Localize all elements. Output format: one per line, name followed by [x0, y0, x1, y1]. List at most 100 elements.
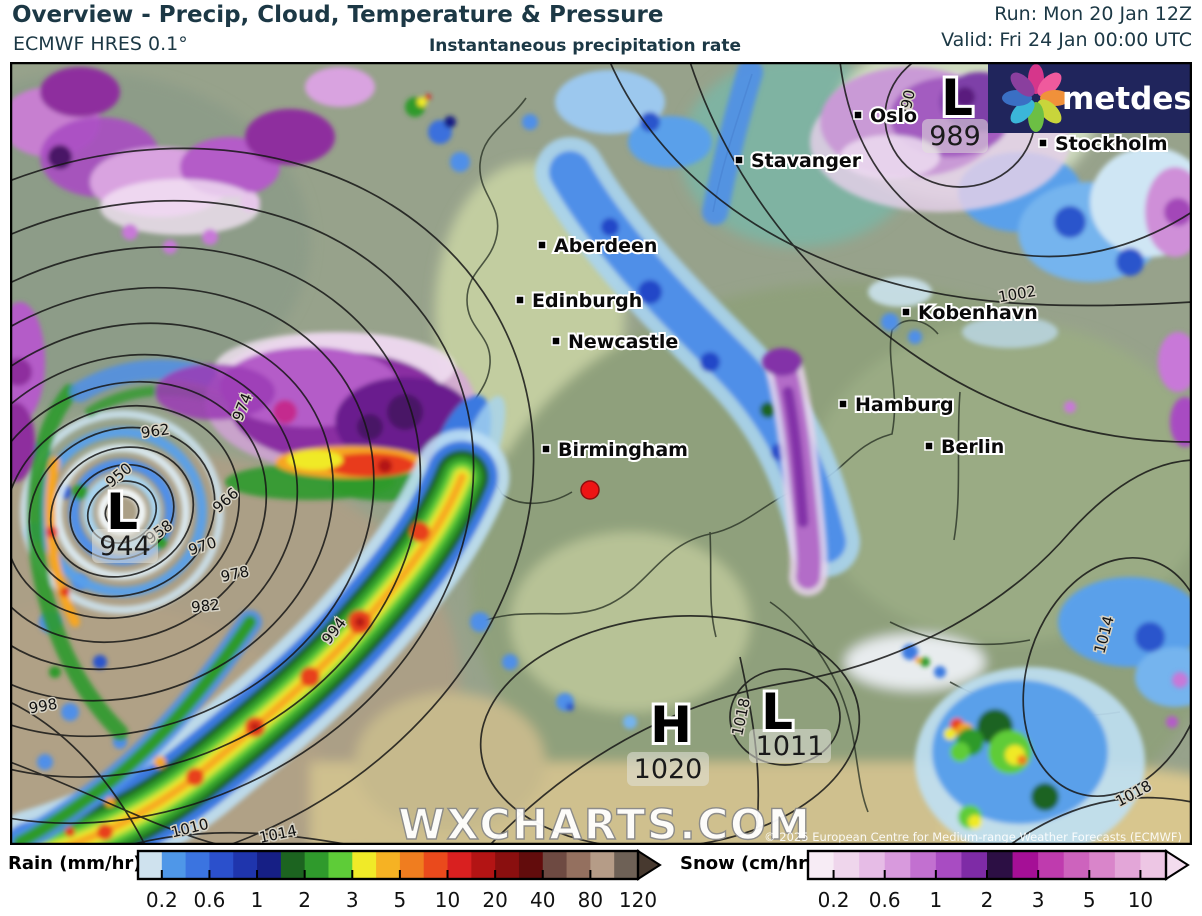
- legend-segment: [1012, 851, 1039, 879]
- legend-tick-label: 0.6: [194, 888, 226, 912]
- legend-segment: [935, 851, 963, 879]
- logo-petal: [1037, 99, 1062, 124]
- model-label: ECMWF HRES 0.1°: [13, 33, 188, 55]
- pressure-symbol: L: [761, 683, 793, 741]
- legend-tick-label: 5: [1083, 888, 1096, 912]
- snow-legend-bar: 0.2 0.6 1 2 3 5 10: [806, 849, 1190, 912]
- legend-segment: [808, 851, 835, 879]
- valid-label: Valid: Fri 24 Jan 00:00 UTC: [941, 29, 1192, 51]
- legend-segment: [447, 851, 472, 879]
- legend-tick-label: 3: [1032, 888, 1045, 912]
- legend-segment: [566, 851, 591, 879]
- legend-tick-label: 1: [929, 888, 942, 912]
- city-label: Stockholm: [1055, 133, 1168, 155]
- legend-tick-label: 2: [298, 888, 311, 912]
- legend-segment: [590, 851, 615, 879]
- city-marker: [924, 441, 934, 451]
- weather-map: 9509589629669709749789829909949981002101…: [10, 62, 1192, 845]
- storm-system: [10, 332, 510, 845]
- legend-bar-border: [136, 849, 640, 881]
- city-marker: [551, 336, 561, 346]
- legend-segment: [138, 851, 163, 879]
- legend-segment: [859, 851, 886, 879]
- city-label: Kobenhavn: [918, 302, 1038, 324]
- legend-segment: [1089, 851, 1116, 879]
- metdesk-logo-icon: [1002, 64, 1070, 132]
- city-marker: [537, 240, 547, 250]
- legend-segment: [233, 851, 258, 879]
- city-marker: [734, 155, 744, 165]
- city-label: Berlin: [941, 436, 1004, 458]
- city-label: Aberdeen: [554, 235, 657, 257]
- copyright-text: © 2025 European Centre for Medium-range …: [764, 830, 1182, 844]
- logo-petal: [1010, 72, 1035, 97]
- legend-segment: [185, 851, 211, 879]
- legend-tick-label: 120: [619, 888, 657, 912]
- legend-tick-label: 20: [482, 888, 507, 912]
- legend-segment: [1063, 851, 1090, 879]
- legend-segment: [471, 851, 496, 879]
- legend-tick-label: 0.2: [818, 888, 850, 912]
- pressure-symbol: L: [941, 69, 973, 127]
- legend-segment: [961, 851, 988, 879]
- run-label: Run: Mon 20 Jan 12Z: [994, 3, 1192, 25]
- legend-arrow: [637, 849, 662, 881]
- legend-segment: [1038, 851, 1065, 879]
- legend-segment: [542, 851, 568, 879]
- isobar-layer: [10, 62, 1192, 845]
- pressure-value: 944: [99, 531, 151, 562]
- legend-segment: [209, 851, 234, 879]
- legend-tick-label: 2: [981, 888, 994, 912]
- location-marker: [580, 480, 600, 500]
- pressure-value: 989: [929, 121, 981, 152]
- city-marker: [541, 444, 551, 454]
- legend-segment: [1140, 851, 1167, 879]
- legend-segment: [376, 851, 401, 879]
- pressure-value: 1011: [756, 731, 825, 762]
- legend-segment: [304, 851, 330, 879]
- city-label: Hamburg: [855, 394, 954, 416]
- isobar-label: 1014: [257, 821, 298, 845]
- legend-segment: [987, 851, 1014, 879]
- logo-petal: [1010, 99, 1035, 124]
- city-label: Birmingham: [558, 439, 688, 461]
- pressure-symbol: L: [106, 483, 138, 541]
- isobar-label: 998: [27, 695, 58, 718]
- legend-tick-label: 0.6: [869, 888, 901, 912]
- legend-segment: [257, 851, 282, 879]
- legend-tick-label: 10: [1128, 888, 1153, 912]
- page-title: Overview - Precip, Cloud, Temperature & …: [12, 2, 664, 28]
- legend-segment: [833, 851, 860, 879]
- legend-segment: [884, 851, 911, 879]
- pressure-symbol: H: [650, 696, 692, 754]
- rain-legend-bar: 0.2 0.6 1 2 3 5 10 20 40 80 120: [136, 849, 662, 912]
- parameter-subtitle: Instantaneous precipitation rate: [428, 36, 742, 56]
- legend-segment: [423, 851, 449, 879]
- city-marker: [901, 307, 911, 317]
- watermark: WXCHARTS.COM: [398, 800, 811, 845]
- snow-layer: [10, 67, 1192, 728]
- legend-tick-label: 80: [578, 888, 603, 912]
- city-marker: [1038, 138, 1048, 148]
- legend-segment: [352, 851, 377, 879]
- city-label: Oslo: [870, 105, 917, 127]
- pressure-value-box: [92, 529, 158, 563]
- city-layer: Oslo Stavanger Stockholm Aberdeen Edinburgh N…: [515, 103, 1170, 463]
- marker-layer: [580, 480, 600, 500]
- isobar-label: 982: [190, 596, 220, 617]
- pressure-value: 1020: [634, 754, 703, 785]
- legend-segment: [910, 851, 937, 879]
- legend-tick-label: 1: [251, 888, 264, 912]
- city-marker: [515, 295, 525, 305]
- legend-tick-label: 5: [394, 888, 407, 912]
- legend-tick-label: 40: [530, 888, 555, 912]
- legend-segment: [614, 851, 639, 879]
- city-label: Edinburgh: [532, 290, 642, 312]
- snow-legend-label: Snow (cm/hr): [680, 853, 816, 874]
- legend-segment: [399, 851, 425, 879]
- pressure-value-box: [749, 729, 831, 763]
- legend-arrow: [1165, 849, 1190, 881]
- city-marker: [853, 110, 863, 120]
